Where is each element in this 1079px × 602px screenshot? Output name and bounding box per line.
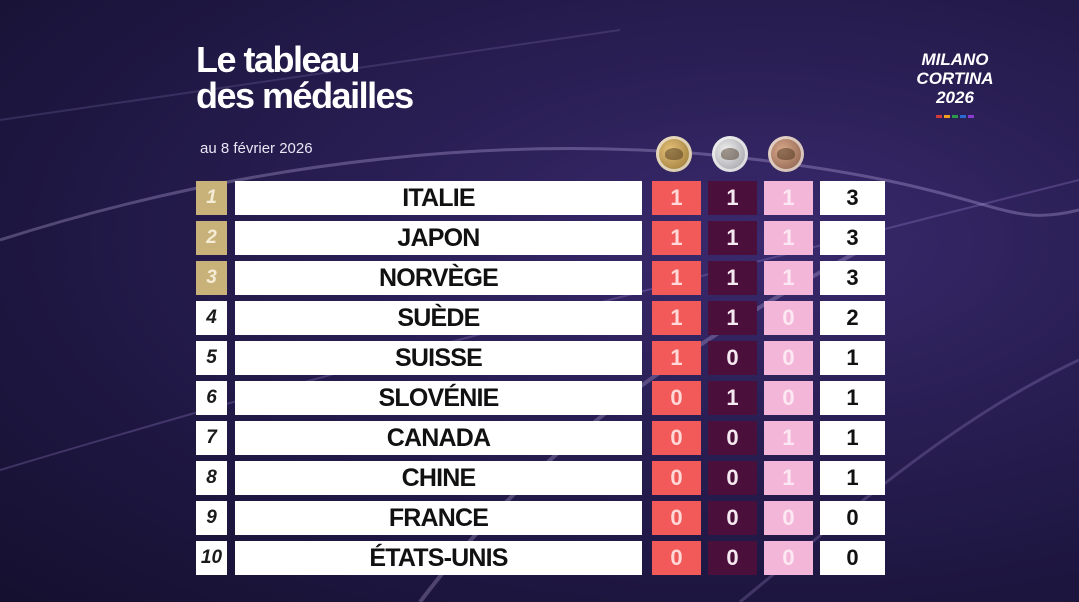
rank-cell: 9 [196, 501, 227, 535]
silver-count-cell: 1 [708, 301, 757, 335]
milano-cortina-logo: MILANO CORTINA 2026 [905, 50, 1005, 118]
silver-count-cell: 0 [708, 501, 757, 535]
table-row: 5 SUISSE 1 0 0 1 [196, 341, 886, 375]
table-row: 7 CANADA 0 0 1 1 [196, 421, 886, 455]
olympic-colors-bar [905, 115, 1005, 118]
bronze-count-cell: 0 [764, 381, 813, 415]
page-title: Le tableau des médailles [196, 39, 414, 116]
rank-cell: 5 [196, 341, 227, 375]
rank-cell: 2 [196, 221, 227, 255]
country-cell: ÉTATS-UNIS [235, 541, 642, 575]
table-row: 4 SUÈDE 1 1 0 2 [196, 301, 886, 335]
logo-line-1: MILANO [921, 50, 989, 69]
logo-line-3: 2026 [936, 88, 974, 107]
table-row: 6 SLOVÉNIE 0 1 0 1 [196, 381, 886, 415]
country-cell: SUISSE [235, 341, 642, 375]
country-cell: CANADA [235, 421, 642, 455]
table-row: 9 FRANCE 0 0 0 0 [196, 501, 886, 535]
rank-cell: 1 [196, 181, 227, 215]
bronze-count-cell: 1 [764, 261, 813, 295]
gold-count-cell: 0 [652, 381, 701, 415]
gold-medal-icon [656, 136, 692, 172]
bronze-count-cell: 0 [764, 341, 813, 375]
total-count-cell: 0 [820, 501, 885, 535]
table-row: 1 ITALIE 1 1 1 3 [196, 181, 886, 215]
rank-cell: 4 [196, 301, 227, 335]
bronze-count-cell: 1 [764, 221, 813, 255]
bronze-count-cell: 0 [764, 301, 813, 335]
country-cell: SLOVÉNIE [235, 381, 642, 415]
gold-count-cell: 1 [652, 181, 701, 215]
gold-count-cell: 1 [652, 261, 701, 295]
gold-count-cell: 1 [652, 341, 701, 375]
total-count-cell: 1 [820, 421, 885, 455]
silver-count-cell: 1 [708, 381, 757, 415]
gold-count-cell: 0 [652, 501, 701, 535]
total-count-cell: 2 [820, 301, 885, 335]
country-cell: FRANCE [235, 501, 642, 535]
silver-count-cell: 0 [708, 341, 757, 375]
gold-count-cell: 0 [652, 421, 701, 455]
total-count-cell: 1 [820, 381, 885, 415]
table-row: 3 NORVÈGE 1 1 1 3 [196, 261, 886, 295]
logo-line-2: CORTINA [916, 69, 994, 88]
rank-cell: 7 [196, 421, 227, 455]
gold-count-cell: 0 [652, 461, 701, 495]
silver-count-cell: 0 [708, 541, 757, 575]
bronze-count-cell: 1 [764, 181, 813, 215]
silver-count-cell: 1 [708, 221, 757, 255]
silver-medal-icon [712, 136, 748, 172]
silver-count-cell: 1 [708, 181, 757, 215]
bronze-count-cell: 0 [764, 501, 813, 535]
country-cell: SUÈDE [235, 301, 642, 335]
silver-count-cell: 1 [708, 261, 757, 295]
bronze-count-cell: 0 [764, 541, 813, 575]
rank-cell: 3 [196, 261, 227, 295]
title-line-2: des médailles [196, 75, 414, 116]
table-row: 2 JAPON 1 1 1 3 [196, 221, 886, 255]
gold-count-cell: 1 [652, 301, 701, 335]
total-count-cell: 3 [820, 221, 885, 255]
country-cell: JAPON [235, 221, 642, 255]
gold-count-cell: 1 [652, 221, 701, 255]
bronze-count-cell: 1 [764, 461, 813, 495]
total-count-cell: 1 [820, 461, 885, 495]
title-line-1: Le tableau [196, 39, 361, 80]
country-cell: CHINE [235, 461, 642, 495]
date-label: au 8 février 2026 [200, 140, 313, 157]
table-row: 10 ÉTATS-UNIS 0 0 0 0 [196, 541, 886, 575]
bronze-medal-icon [768, 136, 804, 172]
silver-count-cell: 0 [708, 421, 757, 455]
country-cell: ITALIE [235, 181, 642, 215]
silver-count-cell: 0 [708, 461, 757, 495]
table-row: 8 CHINE 0 0 1 1 [196, 461, 886, 495]
rank-cell: 6 [196, 381, 227, 415]
rank-cell: 8 [196, 461, 227, 495]
rank-cell: 10 [196, 541, 227, 575]
total-count-cell: 3 [820, 261, 885, 295]
gold-count-cell: 0 [652, 541, 701, 575]
bronze-count-cell: 1 [764, 421, 813, 455]
total-count-cell: 0 [820, 541, 885, 575]
country-cell: NORVÈGE [235, 261, 642, 295]
total-count-cell: 3 [820, 181, 885, 215]
total-count-cell: 1 [820, 341, 885, 375]
